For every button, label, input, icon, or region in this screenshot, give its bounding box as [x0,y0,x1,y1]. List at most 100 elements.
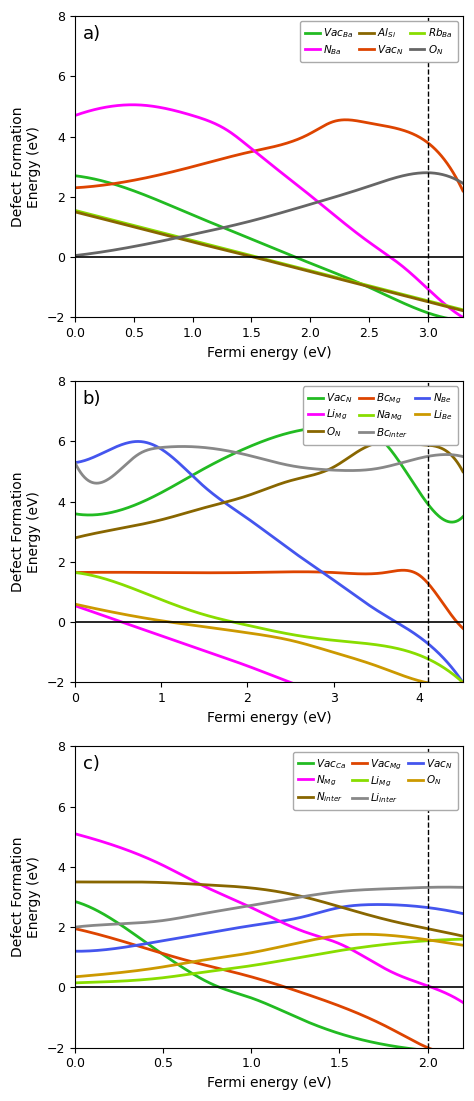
Li$_{inter}$ [444,881,449,894]
Vac$_{N}$ [200,927,205,940]
Vac$_{Ca}$ [226,984,231,998]
O$_{N}$ [354,446,360,459]
N$_{Mg}$ [352,945,358,958]
Vac$_{Ba}$ [460,314,466,327]
Li$_{Be}$ [119,608,125,621]
Vac$_{Mg}$ [352,1005,358,1018]
X-axis label: Fermi energy (eV): Fermi energy (eV) [207,346,331,360]
Vac$_{N}$ [353,421,359,434]
Vac$_{N}$ [119,176,125,189]
O$_{N}$ [226,494,231,508]
N$_{inter}$ [119,875,125,889]
Vac$_{N}$ [449,515,455,528]
Line: N$_{inter}$: N$_{inter}$ [75,882,463,936]
Vac$_{Mg}$ [354,1006,360,1020]
Li$_{Mg}$ [460,676,466,689]
N$_{Mg}$ [72,827,78,840]
N$_{Mg}$ [199,879,204,892]
Bc$_{Mg}$ [352,567,358,580]
Legend: Vac$_{Ca}$, N$_{Mg}$, N$_{inter}$, Vac$_{Mg}$, Li$_{Mg}$, Li$_{inter}$, Vac$_{N}: Vac$_{Ca}$, N$_{Mg}$, N$_{inter}$, Vac$_… [293,752,458,810]
Al$_{Si}$ [226,244,231,258]
Vac$_{Ca}$ [352,1032,358,1045]
Line: Vac$_{Mg}$: Vac$_{Mg}$ [75,928,463,1054]
N$_{Ba}$ [460,310,466,324]
Vac$_{N}$ [72,945,78,958]
Li$_{Mg}$ [119,615,125,629]
Li$_{Mg}$ [354,941,360,955]
O$_{N}$ [354,928,360,941]
Li$_{Mg}$ [199,643,204,656]
N$_{Mg}$ [354,946,360,959]
Vac$_{N}$ [460,510,466,523]
Al$_{Si}$ [460,304,466,317]
N$_{inter}$ [72,875,78,889]
Li$_{Be}$ [352,652,358,665]
Bc$_{inter}$ [93,477,99,490]
Vac$_{Ba}$ [119,179,125,193]
Li$_{inter}$ [352,884,358,897]
Line: O$_{N}$: O$_{N}$ [75,935,463,977]
Line: Vac$_{Ba}$: Vac$_{Ba}$ [75,176,463,320]
Rb$_{Ba}$ [316,266,322,280]
O$_{N}$ [460,465,466,478]
O$_{N}$ [316,933,322,946]
Li$_{inter}$ [119,917,125,930]
Vac$_{N}$ [199,464,204,477]
Na$_{Mg}$ [72,566,78,579]
Vac$_{N}$ [355,421,361,434]
Line: Al$_{Si}$: Al$_{Si}$ [75,211,463,310]
Li$_{Mg}$ [354,696,360,709]
N$_{Ba}$ [200,112,205,126]
Rb$_{Ba}$ [199,237,204,250]
Li$_{inter}$ [199,907,204,920]
N$_{Be}$ [119,438,125,451]
N$_{Be}$ [353,589,359,602]
Line: Bc$_{inter}$: Bc$_{inter}$ [75,447,463,483]
Vac$_{Ba}$ [199,212,204,226]
Li$_{Mg}$ [199,966,204,979]
Rb$_{Ba}$ [119,216,125,229]
O$_{N}$ [119,966,125,979]
O$_{N}$ [424,166,430,179]
Legend: Vac$_{N}$, Li$_{Mg}$, O$_{N}$, Bc$_{Mg}$, Na$_{Mg}$, Bc$_{inter}$, N$_{Be}$, Li$: Vac$_{N}$, Li$_{Mg}$, O$_{N}$, Bc$_{Mg}$… [303,386,458,445]
Na$_{Mg}$ [354,636,360,650]
Bc$_{inter}$ [318,462,324,476]
Vac$_{Ca}$ [72,895,78,908]
Line: Vac$_{N}$: Vac$_{N}$ [75,905,463,951]
Vac$_{N}$ [119,503,125,516]
O$_{N}$ [316,195,322,208]
Bc$_{Mg}$ [226,566,231,579]
Li$_{Mg}$ [316,686,322,699]
N$_{inter}$ [227,880,232,893]
Bc$_{inter}$ [120,461,126,475]
Vac$_{N}$ [120,941,126,955]
O$_{N}$ [460,176,466,189]
Line: Li$_{Be}$: Li$_{Be}$ [75,604,463,685]
O$_{N}$ [316,467,322,480]
Bc$_{inter}$ [72,456,78,469]
Line: Li$_{inter}$: Li$_{inter}$ [75,887,463,927]
N$_{Mg}$ [226,891,231,904]
N$_{Mg}$ [316,930,322,944]
Vac$_{N}$ [317,906,323,919]
O$_{N}$ [352,184,358,197]
Text: b): b) [83,390,101,408]
Li$_{Mg}$ [72,977,78,990]
N$_{Be}$ [135,435,141,448]
O$_{N}$ [199,953,204,967]
Vac$_{Mg}$ [316,992,322,1005]
Li$_{inter}$ [354,884,360,897]
O$_{N}$ [460,938,466,951]
Line: N$_{Mg}$: N$_{Mg}$ [75,833,463,1002]
Rb$_{Ba}$ [226,243,231,257]
O$_{N}$ [352,928,358,941]
Li$_{Be}$ [316,642,322,655]
Line: N$_{Be}$: N$_{Be}$ [75,442,463,683]
N$_{inter}$ [353,905,359,918]
Vac$_{N}$ [316,421,322,434]
Al$_{Si}$ [119,217,125,230]
Bc$_{inter}$ [354,464,360,477]
Bc$_{Mg}$ [72,566,78,579]
Vac$_{N}$ [353,115,359,128]
Li$_{Mg}$ [72,599,78,612]
